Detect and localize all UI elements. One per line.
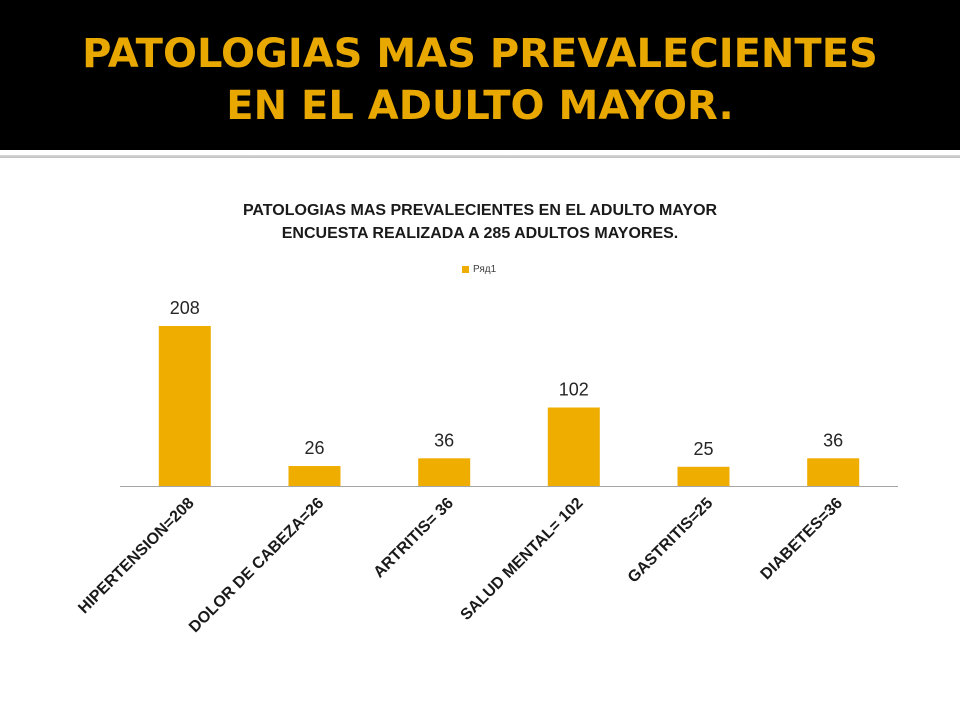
bar — [288, 466, 341, 486]
category-label: ARTRITIS= 36 — [371, 495, 458, 582]
chart-title-line-2: ENCUESTA REALIZADA A 285 ADULTOS MAYORES… — [281, 225, 679, 242]
data-label: 26 — [304, 438, 324, 458]
category-label: DOLOR DE CABEZA=26 — [186, 495, 327, 636]
bar — [158, 326, 211, 486]
bar — [807, 458, 860, 486]
data-label: 36 — [823, 430, 843, 450]
category-label: SALUD MENTAL= 102 — [458, 495, 587, 624]
bar — [547, 407, 600, 486]
category-label: HIPERTENSION=208 — [75, 495, 197, 617]
slide-title-line-2: EN EL ADULTO MAYOR. — [226, 83, 734, 129]
data-label: 25 — [693, 439, 713, 459]
data-label: 102 — [559, 380, 589, 400]
chart-title: PATOLOGIAS MAS PREVALECIENTES EN EL ADUL… — [100, 199, 860, 245]
title-bar — [0, 0, 960, 150]
legend-swatch — [462, 265, 469, 273]
bar — [677, 466, 730, 486]
category-label: GASTRITIS=25 — [625, 495, 717, 587]
title-divider — [0, 155, 960, 158]
slide-title-line-1: PATOLOGIAS MAS PREVALECIENTES — [82, 31, 878, 77]
bar — [418, 458, 471, 486]
legend-label: Ряд1 — [473, 263, 497, 275]
slide-title: PATOLOGIAS MAS PREVALECIENTES EN EL ADUL… — [40, 28, 920, 132]
legend: Ряд1 — [462, 262, 496, 276]
data-label: 208 — [170, 298, 200, 318]
data-label: 36 — [434, 430, 454, 450]
category-label: DIABETES=36 — [758, 495, 846, 583]
chart-title-line-1: PATOLOGIAS MAS PREVALECIENTES EN EL ADUL… — [242, 202, 718, 219]
